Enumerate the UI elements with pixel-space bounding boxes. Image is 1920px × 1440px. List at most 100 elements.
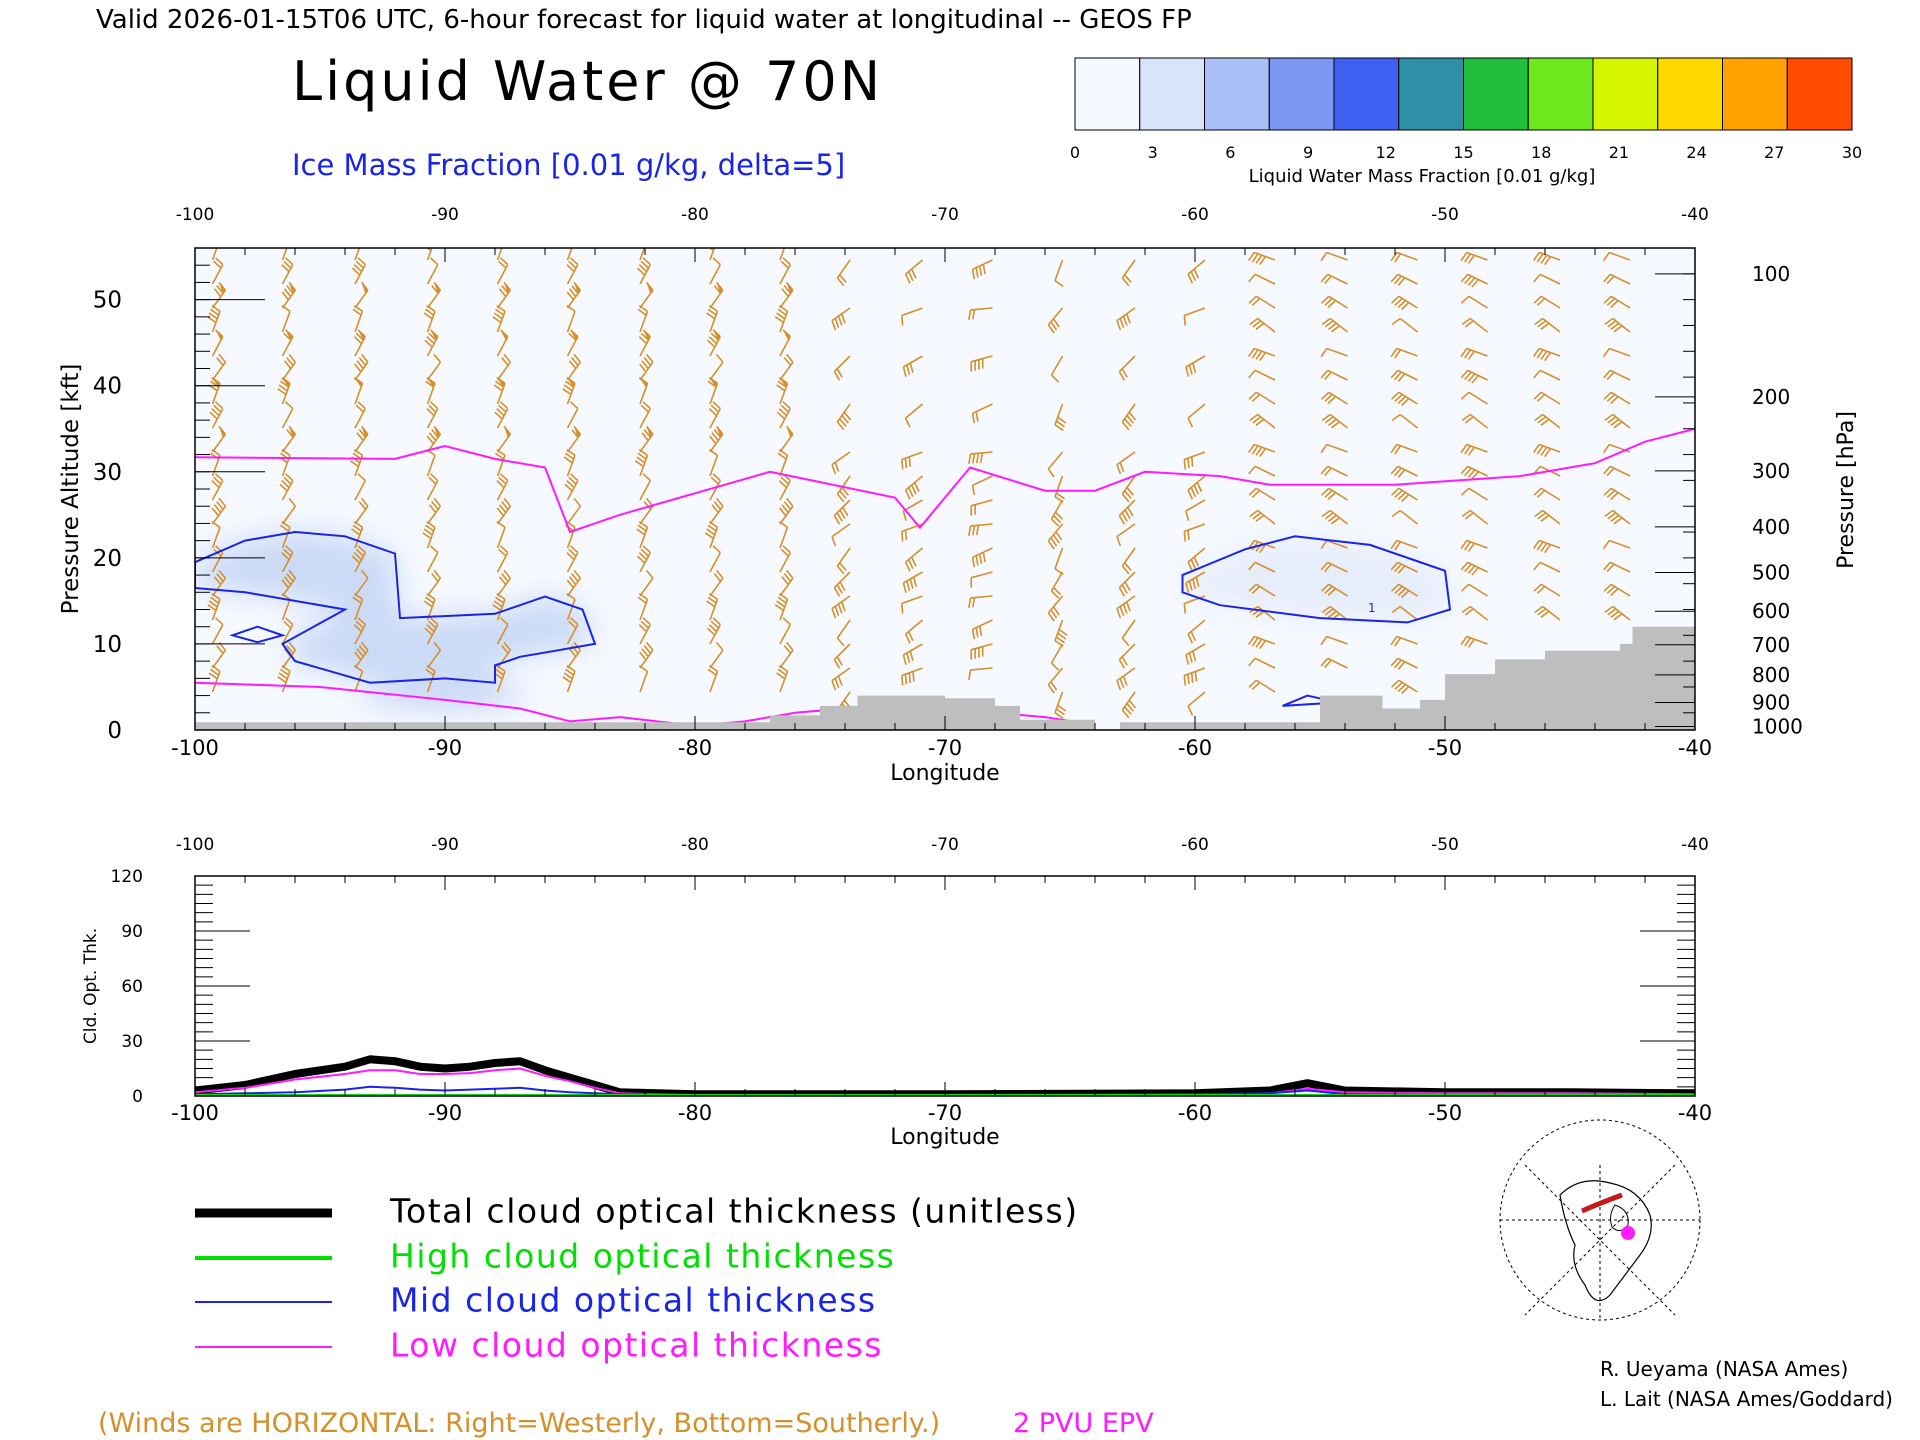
wind-barb-feather xyxy=(353,336,363,345)
wind-barb-feather xyxy=(707,668,717,676)
wind-barb-feather xyxy=(1613,325,1623,333)
wind-barb-feather xyxy=(1533,561,1541,571)
wind-barb-feather xyxy=(1324,275,1332,285)
wind-barb-staff xyxy=(1468,295,1488,309)
wind-barb xyxy=(1390,347,1418,359)
wind-barb-feather xyxy=(782,545,791,554)
wind-barb-feather xyxy=(1536,541,1544,551)
wind-barb-feather xyxy=(776,672,786,680)
wind-barb-feather xyxy=(1324,467,1332,477)
wind-barb-feather xyxy=(1050,609,1058,619)
wind-barb-feather xyxy=(639,363,647,373)
wind-barb-feather xyxy=(1401,590,1410,599)
wind-barb-feather xyxy=(218,497,227,507)
wind-barb-feather xyxy=(277,676,287,684)
colorbar-tick-label: 24 xyxy=(1686,143,1706,162)
wind-barb-feather xyxy=(776,411,786,420)
ice-contour-east xyxy=(1181,535,1452,624)
wind-barb-staff xyxy=(1609,251,1631,261)
wind-barb-staff xyxy=(1184,595,1206,605)
wind-barb-feather xyxy=(641,360,649,370)
wind-barb xyxy=(566,257,579,285)
wind-barb-feather xyxy=(836,584,843,594)
bottom-x-tick-label-upper: -70 xyxy=(931,835,959,855)
wind-barb-feather xyxy=(1248,369,1256,379)
wind-barb-staff xyxy=(901,307,923,317)
wind-barb-feather xyxy=(1606,275,1615,285)
wind-barb-feather xyxy=(1320,444,1328,454)
wind-barb-feather xyxy=(1248,583,1257,592)
wind-barb-feather xyxy=(1464,445,1472,455)
wind-barb-feather xyxy=(351,267,361,276)
wind-barb-feather xyxy=(1394,371,1402,381)
wind-barb-feather xyxy=(431,573,439,582)
wind-barb-feather xyxy=(423,528,433,536)
wind-barb xyxy=(1118,355,1136,381)
wind-barb xyxy=(353,329,367,357)
wind-barb-feather xyxy=(1460,561,1469,571)
wind-barb xyxy=(637,304,649,333)
wind-barb-feather xyxy=(904,674,908,685)
wind-barb-feather xyxy=(1390,348,1398,358)
wind-barb xyxy=(902,571,923,593)
wind-barb xyxy=(639,425,654,453)
wind-barb xyxy=(779,329,792,357)
wind-barb-feather xyxy=(1119,318,1125,328)
wind-barb-feather xyxy=(1394,659,1402,669)
wind-barb-feather xyxy=(1320,657,1329,667)
wind-barb-feather xyxy=(843,411,852,421)
wind-barb xyxy=(426,425,442,453)
wind-barb-feather xyxy=(1540,446,1548,456)
wind-barb xyxy=(425,376,436,405)
wind-barb xyxy=(1391,317,1418,333)
wind-barb-feather xyxy=(1606,585,1616,594)
wind-barb xyxy=(426,497,442,525)
wind-barb-feather xyxy=(708,237,716,243)
wind-barb-feather xyxy=(1124,274,1132,283)
wind-barb xyxy=(833,571,851,597)
wind-barb-feather xyxy=(968,669,972,680)
wind-barb-staff xyxy=(566,311,576,333)
epv-label: 2 PVU EPV xyxy=(1013,1408,1154,1439)
wind-barb xyxy=(1116,667,1136,691)
wind-barb-feather xyxy=(425,308,435,316)
wind-barb xyxy=(901,307,923,326)
wind-barb xyxy=(426,545,439,573)
wind-barb-feather xyxy=(978,553,983,564)
wind-barb-feather xyxy=(910,268,917,279)
wind-barb-feather xyxy=(901,315,904,326)
wind-barb-feather xyxy=(1324,489,1333,498)
wind-barb-feather xyxy=(639,234,647,240)
wind-barb-feather xyxy=(781,288,789,298)
wind-barb-feather xyxy=(1461,605,1471,614)
wind-barb-feather xyxy=(288,569,297,579)
colorbar-tick-label: 30 xyxy=(1842,143,1862,162)
wind-barb xyxy=(496,617,509,645)
wind-barb-feather xyxy=(492,316,502,324)
wind-barb-staff xyxy=(354,671,364,693)
wind-barb-staff xyxy=(566,248,573,261)
wind-barb-feather xyxy=(1124,509,1131,520)
wind-barb-feather xyxy=(1050,518,1060,527)
wind-barb-feather xyxy=(1121,637,1130,647)
wind-barb-feather xyxy=(569,329,579,338)
wind-barb-feather xyxy=(280,668,290,676)
map-meridian xyxy=(1524,1164,1676,1316)
wind-barb-feather xyxy=(636,528,646,536)
wind-barb-feather xyxy=(901,675,904,686)
wind-barb-feather xyxy=(1252,416,1262,424)
bottom-x-tick-label: -50 xyxy=(1428,1101,1462,1125)
wind-barb-feather xyxy=(1118,371,1126,381)
wind-barb-feather xyxy=(1122,675,1128,686)
chart-title: Liquid Water @ 70N xyxy=(292,50,883,113)
wind-barb-staff xyxy=(1254,657,1276,669)
wind-barb-feather xyxy=(836,493,845,503)
wind-barb xyxy=(566,401,579,429)
wind-barb-feather xyxy=(712,401,721,410)
wind-barb-feather xyxy=(1471,567,1480,576)
wind-barb xyxy=(904,403,924,428)
credit-lait: L. Lait (NASA Ames/Goddard) xyxy=(1600,1387,1893,1411)
wind-barb-feather xyxy=(571,285,579,294)
legend-label-total: Total cloud optical thickness (unitless) xyxy=(389,1192,1079,1231)
wind-barb xyxy=(1390,539,1418,551)
